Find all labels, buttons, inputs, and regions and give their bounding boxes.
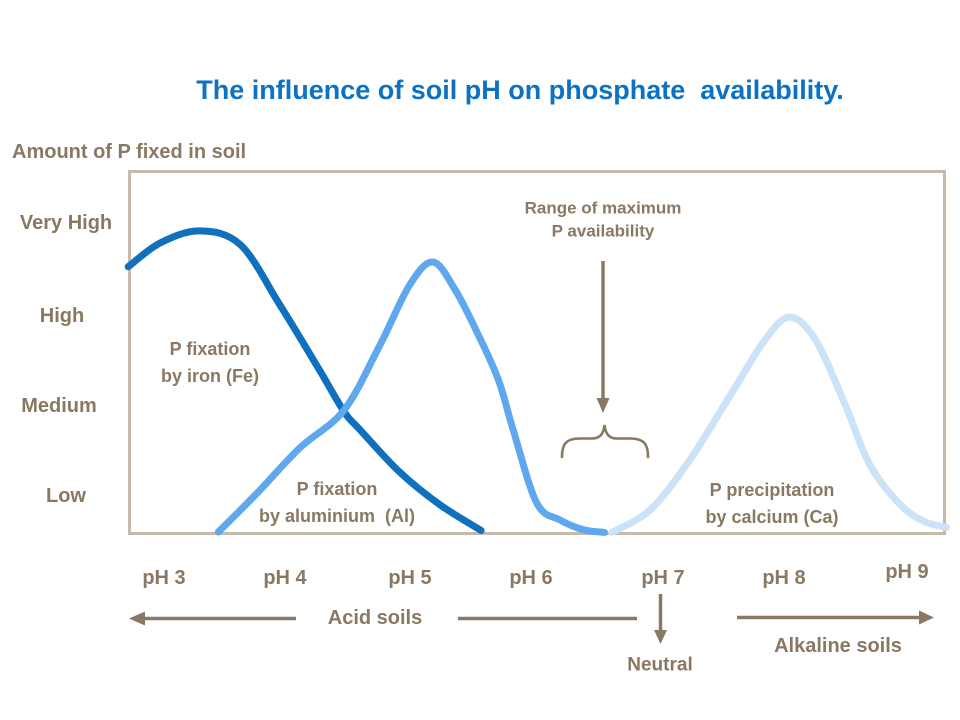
brace-icon [560, 424, 650, 459]
neutral-label: Neutral [627, 654, 693, 676]
x-tick-ph3: pH 3 [142, 567, 186, 589]
range-arrow [596, 261, 610, 413]
y-tick-medium: Medium [21, 395, 97, 417]
acid-soils-label: Acid soils [327, 607, 423, 629]
ca-curve-label-line2: by calcium (Ca) [705, 507, 839, 528]
al-curve-label-line2: by aluminium (Al) [258, 506, 416, 527]
y-axis-title: Amount of P fixed in soil [12, 141, 247, 163]
range-annotation-line1: Range of maximum [524, 198, 682, 218]
x-tick-ph7: pH 7 [641, 567, 685, 589]
y-tick-low: Low [46, 485, 86, 507]
x-tick-ph8: pH 8 [762, 567, 806, 589]
ca-curve-label-line1: P precipitation [709, 480, 835, 501]
y-tick-high: High [39, 305, 85, 327]
x-tick-ph5: pH 5 [388, 567, 432, 589]
al-curve [214, 258, 608, 536]
ca-curve [608, 313, 950, 536]
x-tick-ph6: pH 6 [509, 567, 553, 589]
range-annotation-line2: P availability [551, 221, 655, 241]
chart-title: The influence of soil pH on phosphate av… [196, 75, 844, 106]
al-curve-label-line1: P fixation [296, 479, 378, 500]
x-tick-ph4: pH 4 [263, 567, 307, 589]
plot-frame [128, 170, 946, 535]
alkaline-soils-label: Alkaline soils [774, 635, 902, 657]
y-tick-very-high: Very High [19, 212, 113, 234]
fe-curve-label-line1: P fixation [169, 339, 251, 360]
alkaline-arrow [737, 610, 934, 625]
fe-curve-label-line2: by iron (Fe) [161, 366, 259, 387]
x-tick-ph9: pH 9 [885, 561, 929, 583]
acid-arrow [129, 611, 637, 626]
neutral-arrow [654, 594, 667, 644]
fe-curve [124, 227, 485, 534]
